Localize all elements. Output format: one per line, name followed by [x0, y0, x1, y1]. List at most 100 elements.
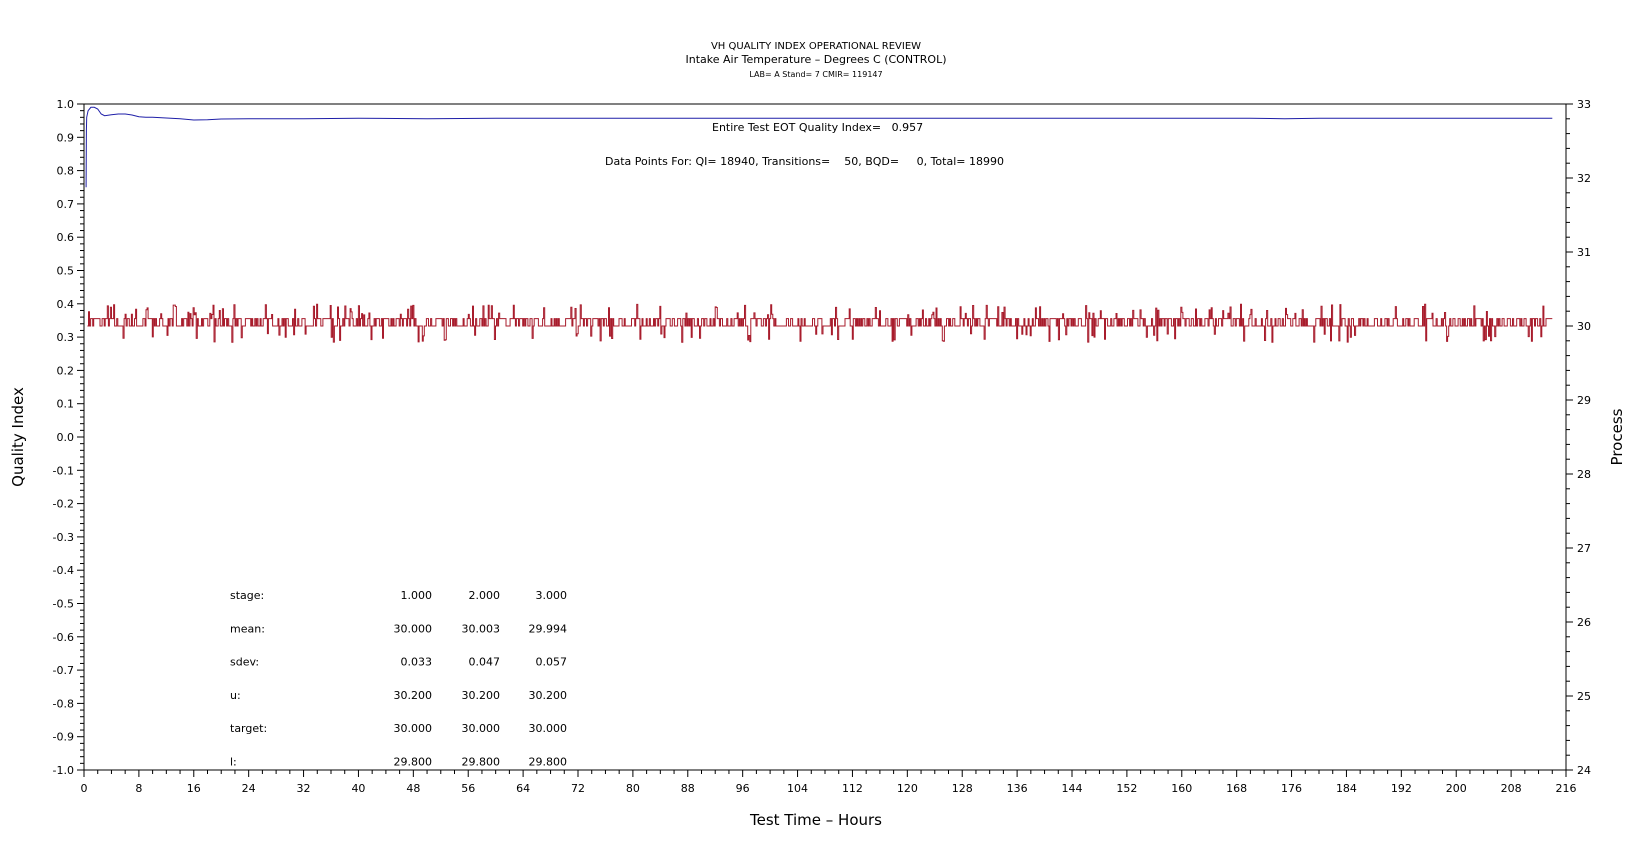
plot-area-frame	[83, 103, 1567, 771]
stats-row-label: mean:	[230, 622, 265, 635]
x-tick-label: 208	[1501, 782, 1522, 795]
y-right-tick-label: 24	[1577, 764, 1591, 777]
x-tick-label: 120	[897, 782, 918, 795]
y-right-tick-label: 33	[1577, 98, 1591, 111]
process-series-line	[87, 303, 1553, 343]
x-axis: 0 8 16 24 32 40 48 56 64 72 80 88 96 104 112 120 128 136 1…	[81, 770, 1577, 795]
stats-row-label: stage:	[230, 589, 264, 602]
x-tick-label: 40	[351, 782, 365, 795]
y-axis-right: 33 32 31 30 29 28 27 26 25 24	[1566, 98, 1591, 777]
stats-cell: 30.000	[394, 722, 433, 735]
x-tick-label: 168	[1226, 782, 1247, 795]
x-tick-label: 104	[787, 782, 808, 795]
y-right-tick-label: 25	[1577, 690, 1591, 703]
stats-row-label: u:	[230, 689, 241, 702]
stats-cell: 3.000	[536, 589, 568, 602]
x-tick-label: 192	[1391, 782, 1412, 795]
stats-cell: 30.000	[394, 622, 433, 635]
y-left-tick-label: -1.0	[53, 764, 74, 777]
stats-cell: 2.000	[469, 589, 501, 602]
x-tick-label: 80	[626, 782, 640, 795]
y-left-tick-label: 0.0	[57, 431, 75, 444]
y-axis-left-title: Quality Index	[9, 387, 27, 487]
stats-cell: 30.200	[529, 689, 568, 702]
stats-cell: 29.994	[529, 622, 568, 635]
stats-cell: 1.000	[401, 589, 433, 602]
y-right-tick-label: 26	[1577, 616, 1591, 629]
quality-index-series-line	[85, 106, 1553, 188]
y-right-tick-label: 31	[1577, 246, 1591, 259]
stats-cell: 30.003	[462, 622, 501, 635]
x-tick-label: 128	[952, 782, 973, 795]
x-tick-label: 56	[461, 782, 475, 795]
x-tick-label: 0	[81, 782, 88, 795]
stats-cell: 30.000	[462, 722, 501, 735]
y-right-tick-label: 32	[1577, 172, 1591, 185]
x-tick-label: 96	[736, 782, 750, 795]
y-right-tick-label: 28	[1577, 468, 1591, 481]
stats-cell: 29.800	[529, 756, 568, 769]
y-left-tick-label: 0.6	[57, 231, 75, 244]
y-left-tick-label: -0.3	[53, 531, 74, 544]
y-right-tick-label: 27	[1577, 542, 1591, 555]
x-tick-label: 64	[516, 782, 530, 795]
y-left-tick-label: 0.3	[57, 331, 75, 344]
x-tick-label: 136	[1007, 782, 1028, 795]
stats-cell: 30.000	[529, 722, 568, 735]
y-left-tick-label: -0.7	[53, 664, 74, 677]
y-left-tick-label: 0.5	[57, 265, 75, 278]
x-tick-label: 24	[242, 782, 256, 795]
stats-cell: 0.033	[401, 656, 433, 669]
y-right-tick-label: 29	[1577, 394, 1591, 407]
y-left-tick-label: -0.6	[53, 631, 74, 644]
x-tick-label: 32	[297, 782, 311, 795]
stats-cell: 29.800	[394, 756, 433, 769]
y-left-tick-label: 0.4	[57, 298, 75, 311]
y-left-tick-label: -0.9	[53, 731, 74, 744]
x-tick-label: 152	[1116, 782, 1137, 795]
y-left-tick-label: -0.2	[53, 498, 74, 511]
stats-cell: 29.800	[462, 756, 501, 769]
y-left-tick-label: 0.8	[57, 165, 75, 178]
chart-title: VH QUALITY INDEX OPERATIONAL REVIEW	[711, 41, 921, 52]
y-left-tick-label: 0.7	[57, 198, 75, 211]
stats-cell: 30.200	[462, 689, 501, 702]
y-axis-left: 1.0 0.9 0.8 0.7 0.6 0.5 0.4 0.3 0.2 0.1 0.0 -0.1 -0.…	[53, 98, 84, 777]
x-tick-label: 176	[1281, 782, 1302, 795]
x-tick-label: 88	[681, 782, 695, 795]
x-tick-label: 144	[1062, 782, 1083, 795]
stats-row-label: target:	[230, 722, 267, 735]
series-layer	[85, 106, 1553, 343]
stats-cell: 30.200	[394, 689, 433, 702]
x-tick-label: 72	[571, 782, 585, 795]
stats-cell: 0.057	[536, 656, 568, 669]
y-left-tick-label: -0.8	[53, 697, 74, 710]
x-tick-label: 16	[187, 782, 201, 795]
chart-subtitle: Intake Air Temperature – Degrees C (CONT…	[685, 53, 946, 66]
stats-row-label: l:	[230, 756, 237, 769]
x-tick-label: 112	[842, 782, 863, 795]
y-right-tick-label: 30	[1577, 320, 1591, 333]
y-left-tick-label: -0.5	[53, 598, 74, 611]
x-tick-label: 200	[1446, 782, 1467, 795]
x-tick-label: 184	[1336, 782, 1357, 795]
chart-subtitle-small: LAB= A Stand= 7 CMIR= 119147	[749, 70, 882, 79]
stats-cell: 0.047	[469, 656, 501, 669]
annotation-eot-qi: Entire Test EOT Quality Index= 0.957	[712, 121, 923, 134]
y-left-tick-label: 0.9	[57, 131, 75, 144]
x-axis-title: Test Time – Hours	[749, 811, 882, 829]
x-tick-label: 160	[1171, 782, 1192, 795]
y-left-tick-label: -0.1	[53, 464, 74, 477]
y-left-tick-label: 0.2	[57, 364, 75, 377]
y-left-tick-label: -0.4	[53, 564, 74, 577]
y-left-tick-label: 0.1	[57, 398, 75, 411]
x-tick-label: 8	[135, 782, 142, 795]
stats-table: stage: 1.000 2.000 3.000 mean: 30.000 30.003 29…	[230, 589, 567, 769]
x-tick-label: 48	[406, 782, 420, 795]
annotation-data-points: Data Points For: QI= 18940, Transitions=…	[605, 155, 1004, 168]
x-tick-label: 216	[1556, 782, 1577, 795]
y-left-tick-label: 1.0	[57, 98, 75, 111]
y-axis-right-title: Process	[1608, 408, 1626, 465]
stats-row-label: sdev:	[230, 656, 259, 669]
